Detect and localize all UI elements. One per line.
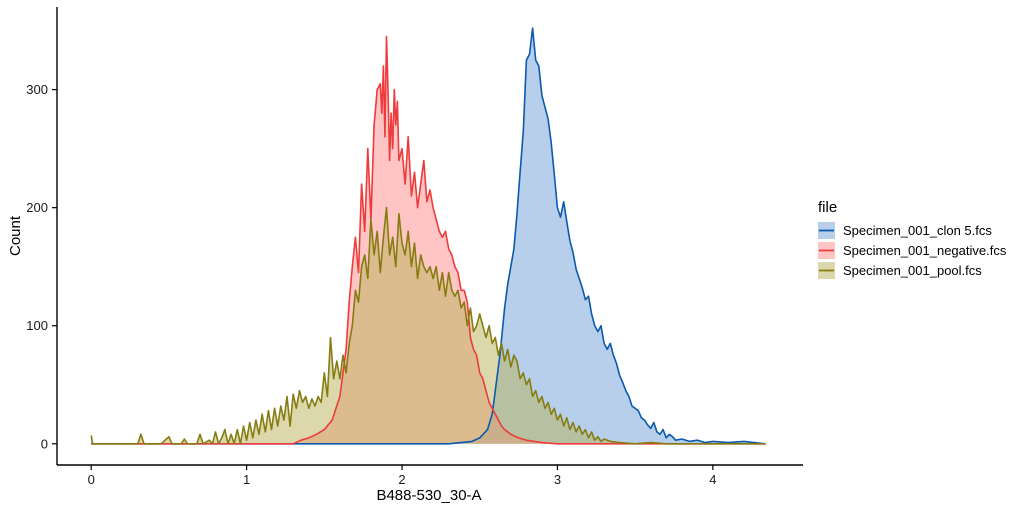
x-tick-label: 2 — [398, 472, 405, 487]
x-tick-label: 3 — [554, 472, 561, 487]
axis-ticks: 0 1 2 3 4 0 100 200 300 — [26, 82, 716, 487]
series-line-specimen-001-pool-fcs — [90, 206, 766, 445]
y-tick-label: 300 — [26, 82, 48, 97]
legend-label: Specimen_001_clon 5.fcs — [843, 223, 992, 238]
legend-label: Specimen_001_negative.fcs — [843, 243, 1007, 258]
legend-label: Specimen_001_pool.fcs — [843, 263, 982, 278]
x-tick-label: 4 — [709, 472, 716, 487]
legend-title: file — [818, 199, 837, 216]
legend: file Specimen_001_clon 5.fcsSpecimen_001… — [818, 199, 1007, 279]
y-tick-label: 100 — [26, 318, 48, 333]
series-area-specimen-001-negative-fcs — [91, 36, 766, 444]
series-area-specimen-001-clon-5-fcs — [91, 28, 766, 444]
y-tick-label: 0 — [41, 436, 48, 451]
plot-area — [90, 27, 766, 445]
legend-item: Specimen_001_clon 5.fcs — [818, 222, 992, 239]
y-tick-label: 200 — [26, 200, 48, 215]
y-axis-title: Count — [7, 215, 24, 256]
series-line-specimen-001-clon-5-fcs — [91, 27, 766, 445]
series-line-specimen-001-negative-fcs — [91, 35, 766, 445]
series-area-specimen-001-pool-fcs — [91, 207, 766, 444]
x-axis-title: B488-530_30-A — [376, 487, 481, 504]
x-tick-label: 0 — [88, 472, 95, 487]
x-tick-label: 1 — [243, 472, 250, 487]
legend-item: Specimen_001_negative.fcs — [818, 242, 1007, 259]
legend-items: Specimen_001_clon 5.fcs Specimen_001_nega… — [818, 222, 1007, 279]
legend-item: Specimen_001_pool.fcs — [818, 262, 982, 279]
